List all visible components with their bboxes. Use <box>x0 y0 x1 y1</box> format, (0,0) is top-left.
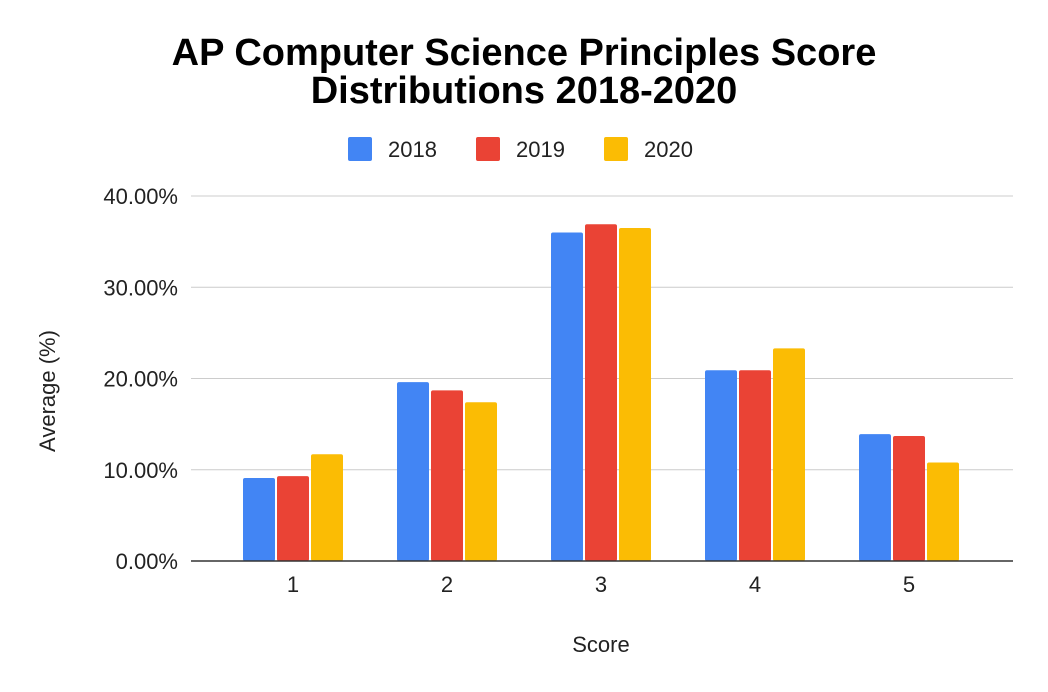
y-tick-label-4: 40.00% <box>103 184 178 209</box>
bar-2018-score-2 <box>397 382 429 561</box>
bar-2018-score-5 <box>859 434 891 561</box>
legend-swatch-2018 <box>348 137 372 161</box>
y-tick-label-0: 0.00% <box>116 549 178 574</box>
x-tick-label-5: 5 <box>903 572 915 597</box>
y-tick-label-3: 30.00% <box>103 275 178 300</box>
x-tick-label-1: 1 <box>287 572 299 597</box>
legend-label-2018: 2018 <box>388 137 437 162</box>
bar-2019-score-4 <box>739 370 771 561</box>
x-tick-label-3: 3 <box>595 572 607 597</box>
chart-title-line-1: AP Computer Science Principles Score <box>171 32 877 74</box>
bar-2018-score-1 <box>243 477 275 561</box>
axes: 0.00% 10.00% 20.00% 30.00% 40.00% 1 2 3 4 5 <box>103 184 1013 597</box>
x-tick-label-2: 2 <box>441 572 453 597</box>
chart-title: AP Computer Science Principles Score Dis… <box>74 34 974 110</box>
bar-2018-score-3 <box>551 232 583 561</box>
chart-title-line-2: Distributions 2018-2020 <box>310 70 738 112</box>
bar-2019-score-5 <box>893 435 925 561</box>
bar-2020-score-1 <box>311 454 343 561</box>
legend: 2018 2019 2020 <box>348 137 693 162</box>
legend-label-2019: 2019 <box>516 137 565 162</box>
x-tick-label-4: 4 <box>749 572 761 597</box>
bar-2019-score-3 <box>585 224 617 561</box>
bar-2019-score-2 <box>431 390 463 561</box>
bar-2020-score-5 <box>927 462 959 561</box>
bars <box>243 224 959 561</box>
bar-2019-score-1 <box>277 476 309 561</box>
legend-swatch-2020 <box>604 137 628 161</box>
bar-2020-score-3 <box>619 227 651 561</box>
y-tick-label-1: 10.00% <box>103 458 178 483</box>
y-axis-label: Average (%) <box>35 330 60 452</box>
bar-2020-score-2 <box>465 402 497 561</box>
legend-label-2020: 2020 <box>644 137 693 162</box>
legend-swatch-2019 <box>476 137 500 161</box>
x-axis-label: Score <box>572 632 629 657</box>
bar-2020-score-4 <box>773 348 805 561</box>
y-tick-label-2: 20.00% <box>103 367 178 392</box>
bar-2018-score-4 <box>705 370 737 561</box>
